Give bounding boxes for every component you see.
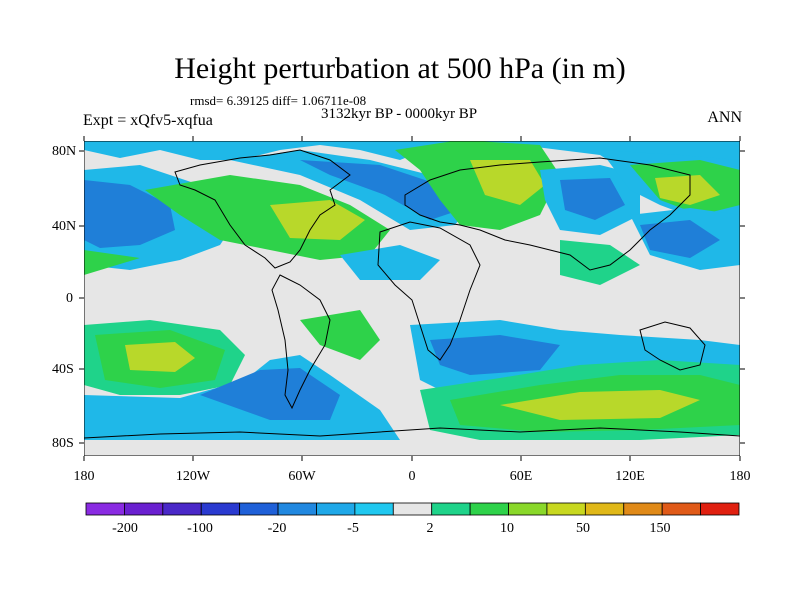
lon-label: 60W (288, 469, 316, 484)
australia-coast (639, 321, 706, 371)
colorbar-swatch (316, 502, 356, 516)
indian-ocean-deep-blue (430, 335, 560, 375)
stats-text: rmsd= 6.39125 diff= 1.06711e-08 (190, 93, 367, 108)
lon-label: 120E (615, 469, 645, 484)
colorbar (85, 502, 740, 516)
eurasia-coast (404, 157, 691, 271)
colorbar-label: -200 (112, 521, 138, 536)
map-title: Height perturbation at 500 hPa (in m) (174, 52, 626, 85)
lat-labels: 80N 40N 0 40S 80S (52, 144, 76, 451)
lon-labels: 180 120W 60W 0 60E 120E 180 (74, 469, 751, 484)
colorbar-swatch (162, 502, 202, 516)
spac-yellow-core (125, 342, 195, 372)
colorbar-swatch (200, 502, 241, 516)
lon-label: 0 (409, 469, 416, 484)
npac-green-edge (84, 250, 140, 275)
colorbar-labels: -200 -100 -20 -5 2 10 50 150 (112, 521, 670, 536)
southern-indian-yellow (500, 390, 700, 420)
africa-coast (377, 221, 481, 361)
asia-deep-blue (560, 178, 625, 220)
natl-blue-region (230, 150, 470, 230)
lon-label: 120W (176, 469, 211, 484)
antarctica-coast (84, 427, 740, 439)
colorbar-swatch (277, 502, 317, 516)
lon-label: 180 (74, 469, 95, 484)
colorbar-label: -20 (268, 521, 287, 536)
north-america-coast (174, 149, 351, 269)
colorbar-swatch (124, 502, 164, 516)
colorbar-swatch (661, 502, 701, 516)
colorbar-label: 2 (427, 521, 434, 536)
colorbar-swatch (546, 502, 586, 516)
colorbar-swatch (700, 502, 740, 516)
lat-label: 80S (52, 436, 74, 451)
colorbar-swatch (584, 502, 625, 516)
lon-label: 60E (510, 469, 533, 484)
natl-deep-blue (300, 160, 460, 220)
colorbar-swatch (508, 502, 548, 516)
colorbar-swatch (623, 502, 663, 516)
colorbar-swatch (469, 502, 509, 516)
npac-deep-blue (84, 180, 175, 248)
experiment-label: Expt = xQfv5-xqfua (83, 112, 213, 129)
lat-label: 80N (52, 144, 76, 159)
season-label: ANN (707, 109, 742, 126)
antarctic-neutral (84, 440, 740, 456)
lat-label: 40S (52, 362, 74, 377)
map-plot-area (84, 141, 740, 456)
period-label: 3132kyr BP - 0000kyr BP (321, 106, 478, 122)
colorbar-swatch (431, 502, 471, 516)
colorbar-label: 10 (500, 521, 514, 536)
satl-green (300, 310, 380, 360)
colorbar-swatch (354, 502, 394, 516)
tropical-atlantic-blue (340, 245, 440, 280)
south-america-coast (271, 274, 331, 410)
axis-ticks (79, 136, 745, 461)
namerica-yellow-core (270, 200, 365, 240)
colorbar-label: -5 (347, 521, 359, 536)
wpac-deep-blue (640, 220, 720, 258)
colorbar-swatch (85, 502, 125, 516)
colorbar-swatch (239, 502, 279, 516)
coastlines (84, 149, 740, 439)
lat-label: 0 (66, 291, 73, 306)
colorbar-swatch (392, 502, 433, 516)
arctic-blue-band (84, 141, 740, 180)
indian-green (560, 240, 640, 285)
npac-east-yellow (655, 175, 720, 205)
colorbar-label: 150 (650, 521, 671, 536)
colorbar-label: 50 (576, 521, 590, 536)
lat-label: 40N (52, 219, 76, 234)
lon-label: 180 (730, 469, 751, 484)
colorbar-label: -100 (187, 521, 213, 536)
europe-yellow-core (470, 160, 545, 205)
